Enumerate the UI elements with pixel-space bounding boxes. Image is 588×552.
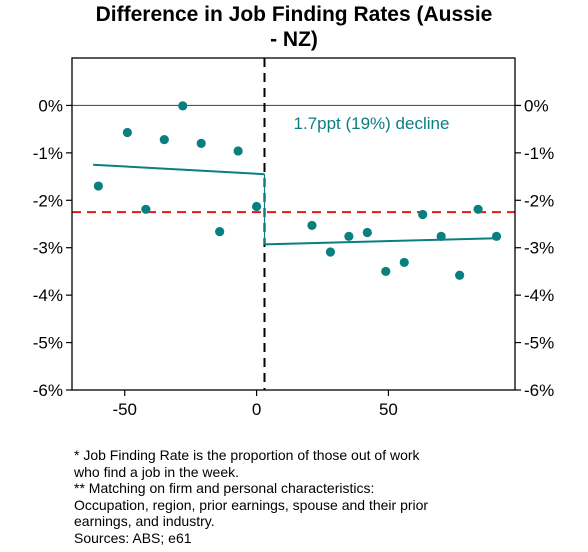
y-tick-label-right: -1% (524, 144, 554, 163)
footnote-line: Occupation, region, prior earnings, spou… (74, 496, 429, 513)
chart-title-line-2: - NZ) (270, 28, 318, 51)
data-point (307, 220, 317, 231)
scatter-chart: 0% 0% -1% -1% -2% -2% -3% -3% -4% -4% -5% -5% -6% -6%… (33, 57, 554, 419)
y-tick-label-right: -6% (524, 381, 554, 400)
regression-lines (93, 163, 497, 246)
y-tick-label-left: -3% (33, 239, 63, 258)
data-point (362, 227, 372, 238)
data-point (491, 231, 502, 241)
decline-annotation: 1.7ppt (19%) decline (294, 114, 450, 133)
data-point (251, 201, 262, 212)
y-tick-label-left: -5% (33, 334, 63, 353)
reference-lines (72, 58, 515, 390)
chart-title: Difference in Job Finding Rates (Aussie … (0, 2, 588, 52)
y-tick-label-right: -5% (524, 334, 554, 353)
y-tick-label-right: -3% (524, 239, 554, 258)
fit-line-right (264, 237, 497, 246)
y-tick-label-left: -2% (33, 191, 63, 210)
y-tick-label-left: -6% (33, 381, 63, 400)
plot-frame (71, 57, 516, 391)
y-tick-label-right: -4% (524, 286, 554, 305)
fit-line-left (93, 163, 265, 176)
axis-ticks: 0% 0% -1% -1% -2% -2% -3% -3% -4% -4% -5% -5% -6% -6%… (33, 96, 554, 419)
data-point (455, 270, 465, 280)
footnotes: * Job Finding Rate is the proportion of … (74, 447, 428, 546)
y-tick-label-right: 0% (524, 96, 549, 115)
footnote-line: who find a job in the week. (74, 463, 239, 480)
footnote-line: earnings, and industry. (74, 513, 215, 529)
x-tick-label: -50 (112, 400, 137, 419)
data-point (233, 146, 243, 156)
data-point (178, 101, 188, 111)
chart-title-line-1: Difference in Job Finding Rates (Aussie (95, 3, 493, 26)
data-point (344, 231, 354, 241)
y-tick-label-left: -4% (33, 286, 63, 305)
data-point (159, 134, 169, 145)
data-point (215, 226, 225, 237)
data-point (436, 231, 446, 241)
data-point (399, 257, 409, 268)
y-tick-label-left: -1% (33, 144, 63, 163)
data-point (325, 247, 336, 257)
x-tick-label: 50 (379, 400, 398, 419)
data-points (93, 101, 502, 280)
x-tick-label: 0 (252, 400, 261, 419)
y-tick-label-left: 0% (38, 96, 63, 115)
data-point (141, 204, 151, 214)
data-point (196, 138, 206, 148)
data-point (93, 181, 103, 191)
data-point (122, 127, 132, 138)
y-tick-label-right: -2% (524, 191, 554, 210)
footnote-line: * Job Finding Rate is the proportion of … (74, 447, 420, 463)
data-point (418, 209, 428, 220)
footnote-line: ** Matching on firm and personal charact… (74, 480, 375, 496)
data-point (381, 266, 391, 277)
sources-line: Sources: ABS; e61 (74, 529, 192, 546)
data-point (473, 204, 483, 214)
